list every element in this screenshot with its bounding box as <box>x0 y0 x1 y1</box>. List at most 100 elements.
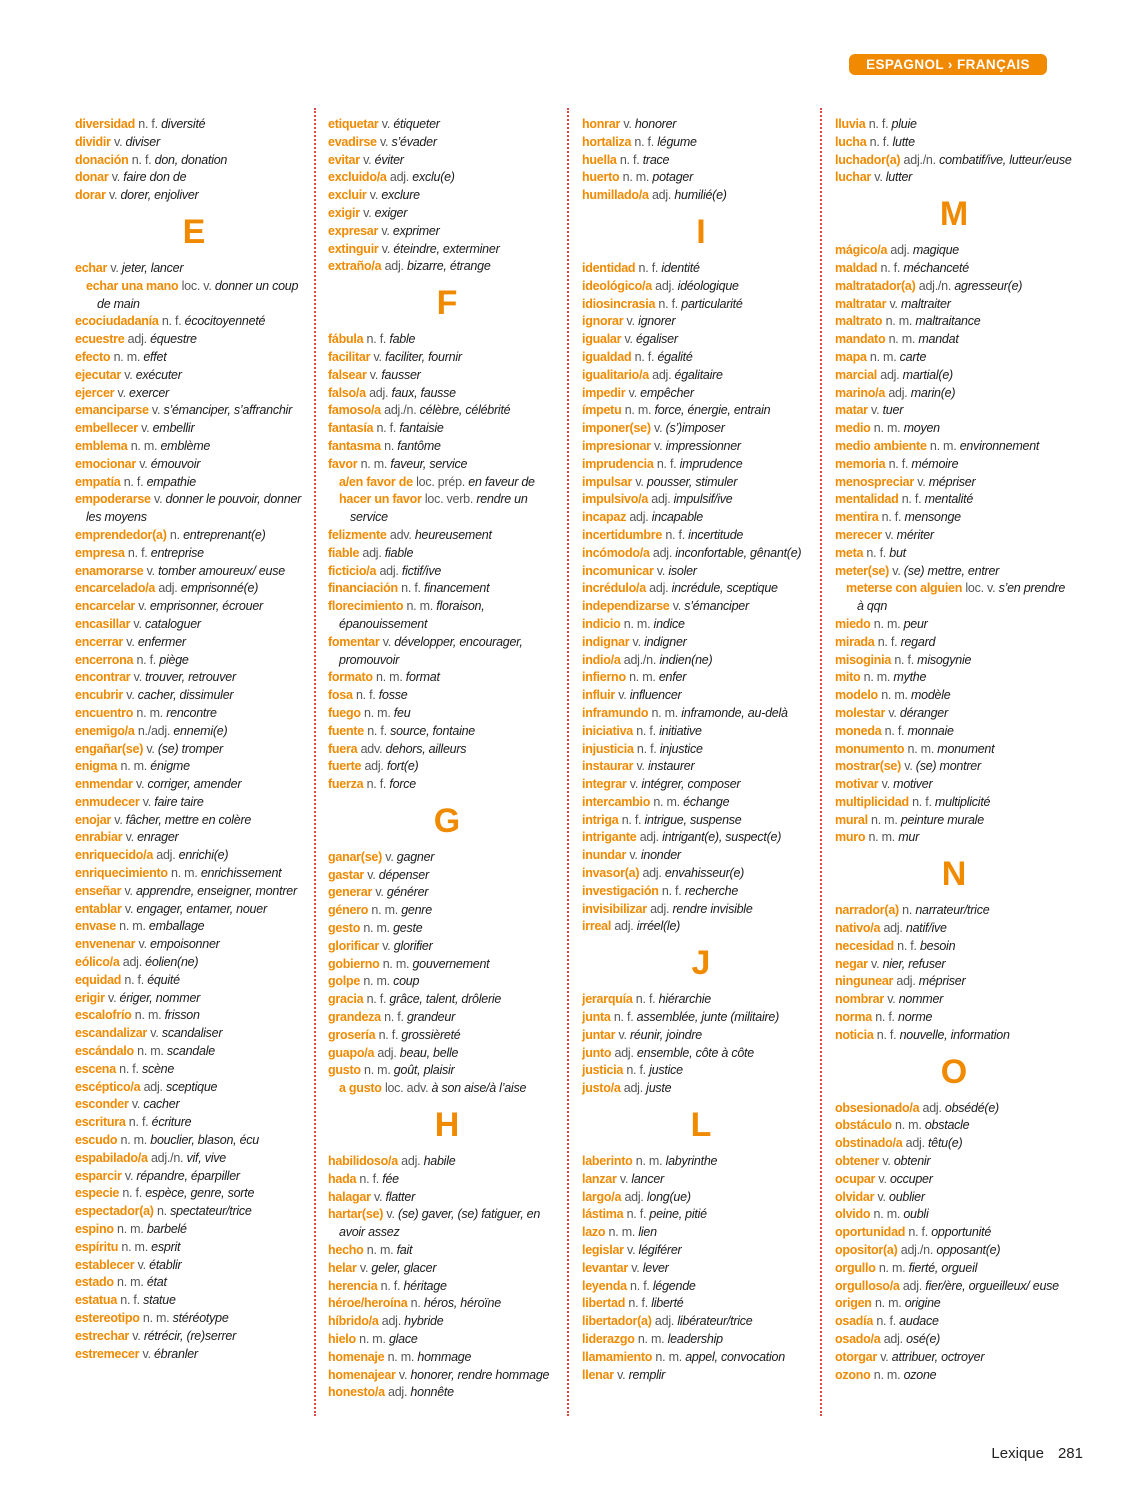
lexicon-entry: negar v. nier, refuser <box>835 956 1073 974</box>
headword: espino <box>75 1222 114 1237</box>
translation: dépenser <box>378 867 429 882</box>
part-of-speech: v. <box>150 1026 159 1041</box>
translation: assemblée, junte (militaire) <box>636 1010 780 1025</box>
part-of-speech: n. f. <box>628 1296 648 1311</box>
translation: hiérarchie <box>658 992 712 1007</box>
lexicon-entry: humillado/a adj. humilié(e) <box>582 187 820 205</box>
part-of-speech: n. f. <box>912 794 932 809</box>
translation: indice <box>653 616 685 631</box>
part-of-speech: n. m. <box>637 1332 665 1347</box>
headword: olvido <box>835 1207 871 1222</box>
part-of-speech: n. m. <box>881 688 908 703</box>
translation: scandale <box>166 1044 215 1059</box>
translation: intégrer, composer <box>641 777 741 792</box>
lexicon-entry: obtener v. obtenir <box>835 1153 1073 1171</box>
headword: escéptico/a <box>75 1079 141 1094</box>
lexicon-entry: mentira n. f. mensonge <box>835 509 1073 527</box>
part-of-speech: v. <box>379 134 389 149</box>
lexicon-entry: menospreciar v. mépriser <box>835 474 1073 492</box>
part-of-speech: v. <box>632 634 642 649</box>
part-of-speech: n. f. <box>630 1278 650 1293</box>
part-of-speech: n. f. <box>120 1293 140 1308</box>
part-of-speech: adj. <box>896 974 916 989</box>
translation: obstacle <box>924 1118 970 1133</box>
part-of-speech: n. f. <box>384 1010 404 1025</box>
translation: mépriser <box>918 974 966 989</box>
translation: genre <box>401 903 432 918</box>
translation: impressionner <box>665 438 742 453</box>
translation: obsédé(e) <box>944 1100 999 1115</box>
headword: enemigo/a <box>75 723 135 738</box>
lexicon-entry: favor n. m. faveur, service <box>328 456 566 474</box>
part-of-speech: n. m. <box>871 812 898 827</box>
lexicon-entry: escudo n. m. bouclier, blason, écu <box>75 1132 313 1150</box>
headword: esconder <box>75 1097 129 1112</box>
headword: obstáculo <box>835 1118 892 1133</box>
part-of-speech: v. <box>880 1349 889 1364</box>
headword: felizmente <box>328 527 387 542</box>
part-of-speech: v. <box>917 474 926 489</box>
headword: indignar <box>582 634 630 649</box>
part-of-speech: n. m. <box>363 974 390 989</box>
headword: gobierno <box>328 956 380 971</box>
headword: ozono <box>835 1367 871 1382</box>
translation: spectateur/trice <box>170 1204 252 1219</box>
part-of-speech: n. m. <box>137 1044 164 1059</box>
lexicon-entry: hartar(se) v. (se) gaver, (se) fatiguer,… <box>328 1206 566 1242</box>
part-of-speech: n. f. <box>124 972 144 987</box>
lexicon-entry: grosería n. f. grossièreté <box>328 1027 566 1045</box>
translation: ignorer <box>638 314 676 329</box>
part-of-speech: adj. <box>614 919 634 934</box>
part-of-speech: adj. <box>624 1189 644 1204</box>
lexicon-entry: meta n. f. but <box>835 545 1073 563</box>
translation: lutter <box>885 170 913 185</box>
lexicon-entry: estremecer v. ébranler <box>75 1346 313 1364</box>
headword: imponer(se) <box>582 421 651 436</box>
lexicon-entry: encasillar v. cataloguer <box>75 616 313 634</box>
part-of-speech: v. <box>892 563 901 578</box>
part-of-speech: n. m. <box>885 314 913 329</box>
lexicon-entry: héroe/heroína n. héros, héroïne <box>328 1295 566 1313</box>
headword: encarcelar <box>75 599 136 614</box>
lexicon-entry: noticia n. f. nouvelle, information <box>835 1027 1073 1045</box>
headword: mágico/a <box>835 243 888 258</box>
part-of-speech: n. f. <box>128 1115 149 1130</box>
headword: orgullo <box>835 1260 876 1275</box>
headword: especie <box>75 1186 120 1201</box>
part-of-speech: n. f. <box>367 723 387 738</box>
lexicon-entry: libertad n. f. liberté <box>582 1295 820 1313</box>
translation: équestre <box>150 332 197 347</box>
part-of-speech: v. <box>654 421 663 436</box>
lexicon-entry: enriquecimiento n. m. enrichissement <box>75 865 313 883</box>
part-of-speech: n. f. <box>619 152 640 167</box>
headword: hecho <box>328 1243 364 1258</box>
part-of-speech: n. m. <box>142 1311 170 1325</box>
lexicon-entry: gastar v. dépenser <box>328 867 566 885</box>
headword: extinguir <box>328 241 379 256</box>
headword: monumento <box>835 741 905 756</box>
translation: multiplicité <box>934 794 991 809</box>
lexicon-entry: irreal adj. irréel(le) <box>582 918 820 936</box>
part-of-speech: adj. <box>651 188 672 203</box>
headword: luchar <box>835 170 872 185</box>
translation: pousser, stimuler <box>646 474 738 489</box>
translation: célèbre, célébrité <box>419 403 511 418</box>
lexicon-entry: injusticia n. f. injustice <box>582 741 820 759</box>
headword: otorgar <box>835 1349 877 1364</box>
lexicon-entry: intercambio n. m. échange <box>582 794 820 812</box>
lexicon-entry: enrabiar v. enrager <box>75 829 313 847</box>
lexicon-entry: mentalidad n. f. mentalité <box>835 491 1073 509</box>
headword: donación <box>75 152 129 167</box>
headword: modelo <box>835 688 878 703</box>
translation: misogynie <box>917 652 972 667</box>
translation: feu <box>393 705 411 720</box>
lexicon-entry: esparcir v. répandre, éparpiller <box>75 1168 313 1186</box>
lexicon-entry: inframundo n. m. inframonde, au-delà <box>582 705 820 723</box>
headword: impulsar <box>582 474 633 489</box>
part-of-speech: n. <box>169 527 180 542</box>
lexicon-entry: donación n. f. don, donation <box>75 152 313 170</box>
lexicon-entry: indicio n. m. indice <box>582 616 820 634</box>
translation: fosse <box>378 688 408 703</box>
headword: oportunidad <box>835 1225 906 1240</box>
lexicon-entry: homenaje n. m. hommage <box>328 1349 566 1367</box>
